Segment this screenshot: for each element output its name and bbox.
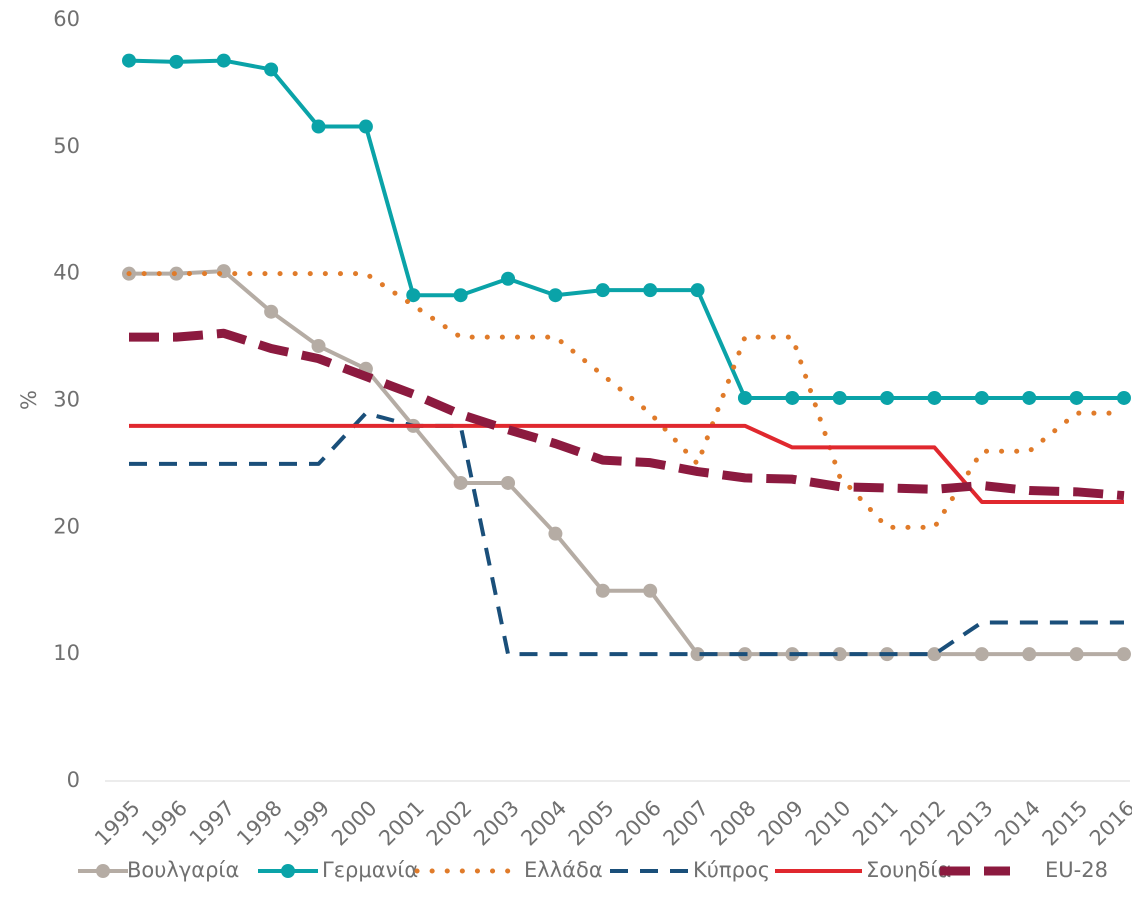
point [690,647,705,662]
x-tick-label: 2011 [848,796,903,851]
point [1022,390,1037,405]
x-tick-label: 2001 [374,796,429,851]
point [548,526,563,541]
x-tick-label: 2008 [706,796,761,851]
series-line [129,328,1125,501]
y-tick-label: 60 [53,7,80,31]
point [1022,647,1037,662]
point [927,390,942,405]
point [122,53,136,68]
point [643,583,658,598]
point [1069,647,1084,662]
legend-label: EU-28 [1045,858,1108,882]
x-tick-label: 2005 [564,796,619,851]
x-tick-label: 2015 [1038,796,1093,851]
point [501,475,516,490]
x-tick-label: 2012 [895,796,950,851]
point [737,390,752,405]
point [264,62,279,77]
x-tick-label: 1996 [137,796,192,851]
y-tick-label: 30 [53,388,80,412]
x-tick-label: 2002 [422,796,477,851]
y-tick-label: 0 [67,768,80,792]
x-tick-label: 1995 [90,796,145,851]
point [264,304,279,319]
point [785,390,800,405]
x-tick-label: 1999 [280,796,335,851]
point [832,647,847,662]
point [974,647,989,662]
x-tick-label: 1997 [185,796,240,851]
point [690,283,705,298]
point [311,338,326,353]
legend-label: Κύπρος [693,858,770,882]
point [169,54,184,69]
legend-label: Ελλάδα [524,858,603,882]
point [311,119,326,134]
y-tick-label: 50 [53,134,80,158]
legend-marker [96,864,110,878]
point [832,390,847,405]
y-tick-label: 10 [53,641,80,665]
series-line [129,269,1124,657]
series-line [129,411,1124,657]
y-tick-label: 20 [53,514,80,538]
series-line [129,423,1124,504]
x-tick-label: 2016 [1085,796,1132,851]
x-tick-label: 2007 [659,796,714,851]
x-tick-label: 2000 [327,796,382,851]
point [453,288,468,303]
y-tick-label: 40 [53,261,80,285]
point [927,647,942,662]
point [595,583,610,598]
y-axis-label: % [17,390,41,410]
x-tick-label: 2009 [753,796,808,851]
point [880,390,895,405]
point [501,271,516,286]
x-tick-label: 2014 [990,796,1045,851]
legend-label: Βουλγαρία [127,858,239,882]
x-tick-label: 2006 [611,796,666,851]
point [1116,647,1131,662]
legend-label: Γερμανία [322,858,418,882]
point [1069,390,1084,405]
series-line [128,58,1124,400]
x-tick-label: 2003 [469,796,524,851]
point [406,288,421,303]
x-tick-label: 1998 [232,796,287,851]
x-tick-label: 2004 [516,796,571,851]
x-tick-label: 2010 [801,796,856,851]
point [974,390,989,405]
legend-marker [281,864,295,878]
legend-label: Σουηδία [866,858,951,882]
point [453,475,468,490]
point [216,53,231,68]
point [595,283,610,298]
point [358,119,373,134]
point [1116,390,1131,405]
x-tick-label: 2013 [943,796,998,851]
point [643,283,658,298]
series-line [126,271,1127,530]
point [548,288,563,303]
